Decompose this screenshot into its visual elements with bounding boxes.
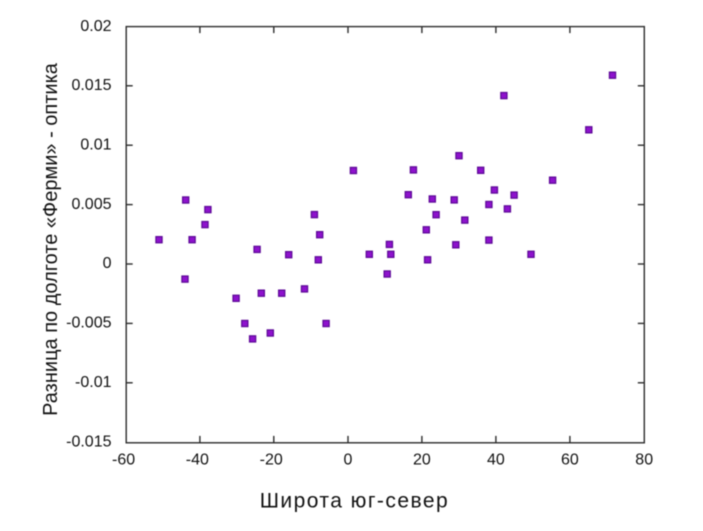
svg-text:0.02: 0.02 <box>80 18 111 35</box>
svg-text:0: 0 <box>103 255 112 272</box>
svg-text:-0.01: -0.01 <box>75 374 112 391</box>
svg-text:-0.005: -0.005 <box>66 315 111 332</box>
svg-text:0: 0 <box>344 452 353 469</box>
svg-text:Разница по долготе «Ферми» - о: Разница по долготе «Ферми» - оптика <box>40 62 62 416</box>
svg-text:40: 40 <box>487 452 505 469</box>
svg-text:60: 60 <box>561 452 579 469</box>
svg-text:0.005: 0.005 <box>71 196 111 213</box>
svg-text:-20: -20 <box>260 452 283 469</box>
svg-text:80: 80 <box>635 452 653 469</box>
svg-text:0.01: 0.01 <box>80 136 111 153</box>
svg-text:-0.015: -0.015 <box>66 433 111 450</box>
svg-text:-60: -60 <box>112 452 135 469</box>
svg-text:0.015: 0.015 <box>71 77 111 94</box>
svg-text:-40: -40 <box>186 452 209 469</box>
svg-text:Широта юг-север: Широта юг-север <box>260 489 449 512</box>
svg-text:20: 20 <box>413 452 431 469</box>
